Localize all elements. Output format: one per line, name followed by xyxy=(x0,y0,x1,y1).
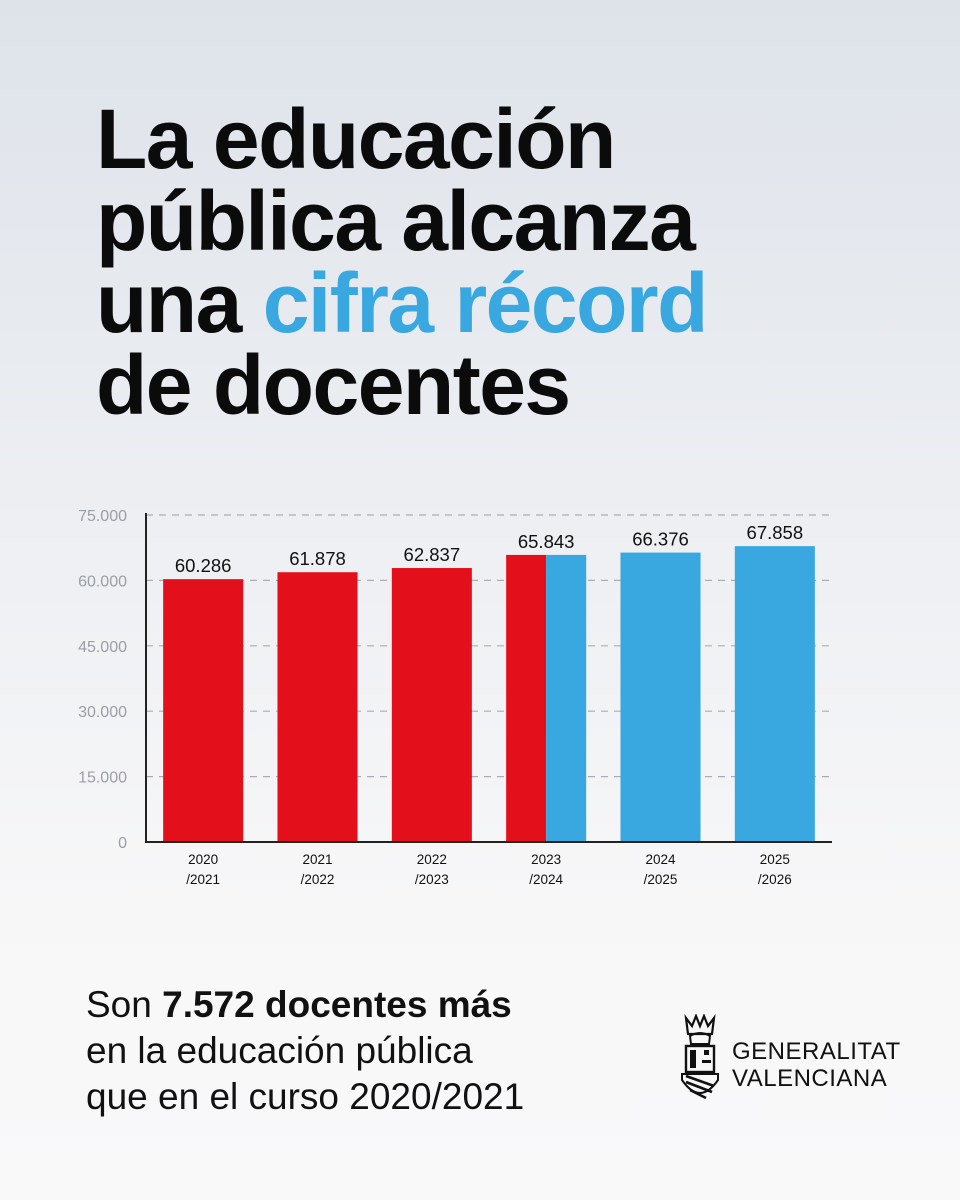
x-tick-label: 2025 xyxy=(760,852,790,867)
headline-line-1: La educación xyxy=(96,92,616,186)
bar xyxy=(163,579,244,842)
y-tick-label: 30.000 xyxy=(78,704,127,721)
bar xyxy=(546,554,587,842)
bar-value-label: 61.878 xyxy=(289,548,346,569)
bar-value-label: 60.286 xyxy=(175,555,232,576)
headline-line-3: una cifra récord xyxy=(96,261,708,345)
y-tick-label: 15.000 xyxy=(78,770,127,787)
brand-name: GENERALITAT VALENCIANA xyxy=(732,1038,901,1092)
x-tick-label: /2025 xyxy=(644,872,678,887)
x-tick-label: 2024 xyxy=(645,852,676,867)
x-tick-label: 2020 xyxy=(188,852,218,867)
chart-bars xyxy=(163,546,815,842)
footer-line-3: que en el curso 2020/2021 xyxy=(86,1076,525,1117)
footer-line-1: Son 7.572 docentes más xyxy=(86,982,524,1028)
y-tick-label: 0 xyxy=(118,835,127,852)
headline: La educación pública alcanza una cifra r… xyxy=(96,92,708,432)
y-tick-label: 75.000 xyxy=(78,508,127,525)
headline-line-4: de docentes xyxy=(96,338,571,432)
bar-value-label: 65.843 xyxy=(518,531,575,552)
footer-line-2: en la educación pública xyxy=(86,1030,473,1071)
y-tick-label: 60.000 xyxy=(78,573,127,590)
x-tick-label: /2023 xyxy=(415,872,449,887)
footer-line-1-plain: Son xyxy=(86,984,163,1025)
coat-of-arms-icon xyxy=(681,1014,719,1100)
x-tick-label: 2022 xyxy=(417,852,447,867)
bar-chart: 0 15.000 30.000 45.000 60.000 75.000 60.286 202… xyxy=(78,508,832,887)
brand-name-line-1: GENERALITAT xyxy=(732,1038,901,1065)
x-tick-label: /2026 xyxy=(758,872,792,887)
footer-highlight: 7.572 docentes más xyxy=(162,984,512,1025)
bar-value-label: 67.858 xyxy=(747,522,804,543)
x-tick-label: /2022 xyxy=(301,872,335,887)
bar-value-label: 66.376 xyxy=(632,529,689,550)
x-tick-label: 2023 xyxy=(531,852,561,867)
bar xyxy=(506,554,547,842)
generalitat-brand: GENERALITAT VALENCIANA xyxy=(676,1014,906,1104)
x-tick-label: /2021 xyxy=(186,872,220,887)
chart-axes xyxy=(145,513,832,843)
x-tick-label: /2024 xyxy=(529,872,563,887)
brand-name-line-2: VALENCIANA xyxy=(732,1065,888,1092)
x-tick-label: 2021 xyxy=(302,852,332,867)
headline-line-3-plain: una xyxy=(96,256,263,350)
chart-labels: 0 15.000 30.000 45.000 60.000 75.000 60.286 202… xyxy=(78,508,803,887)
bar xyxy=(277,572,358,842)
bar xyxy=(391,568,472,842)
footer-statement: Son 7.572 docentes más en la educación p… xyxy=(86,982,524,1120)
bar-value-label: 62.837 xyxy=(404,544,461,565)
chart-gridlines xyxy=(146,514,832,778)
headline-line-2: pública alcanza xyxy=(96,174,696,268)
y-tick-label: 45.000 xyxy=(78,639,127,656)
bar xyxy=(734,546,815,842)
headline-accent: cifra récord xyxy=(262,256,709,350)
bar xyxy=(620,552,701,842)
